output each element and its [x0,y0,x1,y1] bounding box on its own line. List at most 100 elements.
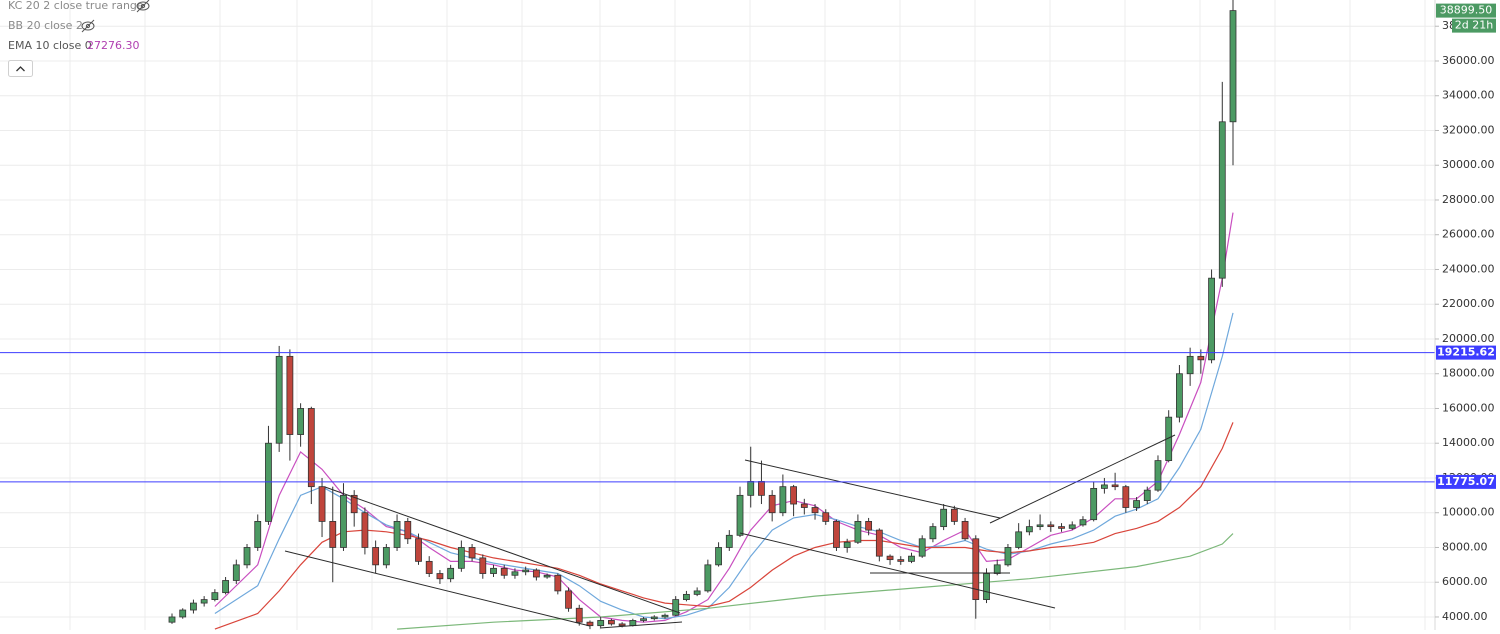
candle-body [608,620,615,625]
candle-body [415,538,422,562]
last-price-label: 38899.50 [1440,4,1493,17]
candle-body [254,521,262,548]
candle-body [1079,519,1087,526]
indicator-line [397,533,1234,630]
candle-body [629,620,637,627]
trend-line [284,550,591,627]
candle-body [1004,547,1012,566]
eye-off-icon[interactable] [81,19,95,33]
candle-body [211,592,219,600]
candle-body [875,529,883,557]
candle-body [811,507,819,514]
y-tick-label: 16000.00 [1442,401,1495,414]
candle-body [758,481,765,496]
candle-body [318,486,326,522]
candle-body [1208,277,1215,361]
trend-lines [284,434,1176,629]
candle-body [361,512,369,548]
legend: KC 20 2 close true range BB 20 close 2 E… [8,0,150,77]
candle-body [275,355,283,444]
candles [168,0,1237,630]
y-tick-label: 6000.00 [1442,575,1488,588]
y-tick-label: 18000.00 [1442,367,1495,380]
candle-body [500,567,508,576]
candle-body [683,593,690,600]
candle-body [286,355,294,435]
indicator-line [214,312,1234,620]
candle-body [436,573,444,580]
candle-body [307,408,315,488]
candle-body [800,503,808,508]
candle-body [1229,10,1237,123]
candle-body [961,521,969,540]
candle-body [993,564,1001,574]
candle-body [1015,531,1023,548]
legend-text: EMA 10 close 0 [8,39,92,52]
legend-text: BB 20 close 2 [8,19,83,32]
candle-body [790,486,797,505]
horizontal-grid [0,25,1435,618]
candle-body [232,564,240,581]
y-tick-label: 22000.00 [1442,297,1495,310]
candle-body [768,494,776,514]
candle-body [865,521,873,531]
candle-body [929,526,937,540]
candle-body [822,512,830,522]
candle-body [918,538,926,557]
candle-body [1186,355,1194,375]
candle-body [972,538,980,600]
price-label: 19215.62 [1437,346,1495,359]
candle-body [179,609,187,618]
candle-body [640,618,647,621]
legend-text: KC 20 2 close true range [8,0,144,12]
candle-body [1154,460,1162,491]
candle-body [1111,484,1119,488]
indicator-lines [214,212,1234,630]
candle-body [222,580,229,594]
axis-labels: 19215.62 11775.07 38899.50 2d 21h [1436,4,1496,489]
candle-body [479,557,487,574]
y-tick-label: 28000.00 [1442,193,1495,206]
trend-line [989,434,1176,524]
candle-body [736,494,744,536]
candle-body [650,616,658,620]
y-tick-label: 10000.00 [1442,506,1495,519]
candle-body [747,481,755,496]
candle-body [1058,526,1065,529]
trend-line [599,621,683,629]
trend-line [744,459,1001,519]
candle-body [661,614,669,618]
y-tick-label: 32000.00 [1442,123,1495,136]
y-tick-label: 34000.00 [1442,89,1495,102]
y-tick-label: 24000.00 [1442,262,1495,275]
indicator-line [214,422,1234,630]
candle-body [843,541,851,548]
y-tick-label: 26000.00 [1442,228,1495,241]
candle-body [1090,487,1098,521]
candle-body [1100,484,1108,489]
candle-body [543,574,551,578]
candle-body [457,547,465,569]
candle-body [565,590,572,609]
candle-body [704,564,712,592]
candle-body [490,567,497,574]
countdown-box [1452,18,1496,33]
candle-body [1025,526,1033,533]
indicator-line [214,212,1234,623]
candle-body [940,508,948,528]
legend-value: 27276.30 [87,39,140,52]
candle-body [200,599,208,604]
collapse-button[interactable] [8,60,33,77]
candle-body [1197,355,1205,361]
price-axis: 4000.006000.008000.0010000.0012000.00140… [1435,19,1495,623]
candle-body [425,560,433,574]
candle-body [1122,486,1130,508]
price-label-box [1436,345,1496,360]
price-lines [0,352,1435,483]
eye-off-icon[interactable] [136,0,150,13]
candle-body [1176,373,1183,418]
y-tick-label: 20000.00 [1442,332,1495,345]
candle-body [575,607,583,623]
countdown-label: 2d 21h [1455,19,1493,32]
candle-body [618,623,626,627]
